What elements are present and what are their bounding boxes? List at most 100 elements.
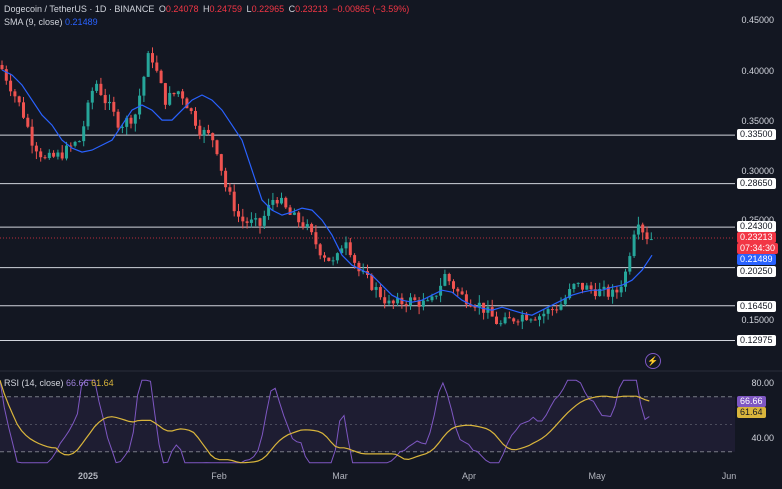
- candle-body: [163, 83, 167, 105]
- y-tick-label: 0.40000: [741, 66, 774, 76]
- candle-body: [512, 318, 516, 322]
- candle-body: [323, 255, 326, 258]
- candle-body: [542, 313, 546, 317]
- candle-body: [464, 294, 468, 305]
- open-label: O: [158, 4, 166, 14]
- candle-body: [194, 110, 197, 126]
- candle-body: [305, 224, 309, 228]
- candle-body: [559, 304, 563, 310]
- candle-body: [417, 300, 421, 307]
- candle-body: [533, 319, 537, 321]
- candle-body: [361, 271, 365, 273]
- candle-body: [516, 321, 520, 323]
- candle-body: [404, 304, 408, 306]
- candle-body: [507, 317, 511, 319]
- candle-body: [555, 309, 559, 311]
- candle-body: [254, 218, 258, 220]
- candle-body: [198, 125, 202, 136]
- candle-body: [550, 309, 554, 311]
- candle-body: [370, 274, 374, 290]
- candle-body: [589, 285, 593, 290]
- candle-body: [206, 129, 210, 134]
- candle-body: [344, 242, 348, 249]
- candle-body: [151, 53, 154, 63]
- candle-body: [43, 157, 47, 159]
- candle-body: [456, 288, 460, 292]
- candle-body: [624, 271, 627, 287]
- candle-body: [477, 302, 481, 308]
- candle-body: [181, 91, 185, 99]
- x-tick-label: 2025: [77, 471, 99, 481]
- candle-body: [13, 91, 17, 97]
- candle-body: [176, 91, 180, 95]
- candle-body: [146, 53, 150, 77]
- candle-body: [357, 262, 361, 272]
- candle-body: [452, 281, 455, 289]
- candle-body: [120, 126, 124, 128]
- candle-body: [125, 117, 129, 127]
- candle-body: [331, 260, 335, 262]
- candle-body: [340, 248, 344, 254]
- low-label: L: [246, 4, 252, 14]
- candle-body: [374, 287, 378, 290]
- candle-body: [378, 287, 382, 298]
- candle-body: [138, 95, 142, 115]
- candle-body: [598, 288, 602, 297]
- candle-body: [112, 101, 116, 112]
- candle-body: [503, 317, 507, 324]
- candle-body: [413, 297, 417, 301]
- candle-body: [348, 242, 352, 256]
- rsi-value-tag: 66.66: [737, 396, 766, 407]
- candle-body: [215, 140, 219, 155]
- candle-body: [26, 117, 30, 127]
- candle-body: [90, 90, 94, 103]
- candle-body: [56, 152, 60, 157]
- candle-body: [525, 314, 529, 321]
- y-tick-label: 0.30000: [741, 166, 774, 176]
- candle-body: [219, 154, 223, 171]
- candle-body: [52, 152, 56, 157]
- close-value: 0.23213: [295, 4, 328, 14]
- candle-body: [30, 126, 34, 146]
- candle-body: [77, 141, 81, 143]
- candle-body: [391, 300, 395, 304]
- candle-body: [619, 286, 623, 293]
- candle-body: [34, 145, 38, 152]
- candle-body: [159, 70, 163, 84]
- candle-body: [39, 151, 43, 158]
- candle-body: [645, 232, 649, 240]
- candle-body: [327, 257, 331, 261]
- candle-body: [4, 69, 8, 81]
- sma-legend: SMA (9, close) 0.21489: [4, 16, 98, 28]
- candle-body: [490, 307, 494, 317]
- candle-body: [202, 129, 206, 136]
- candle-body: [65, 145, 68, 159]
- candle-body: [615, 289, 619, 293]
- candle-body: [9, 80, 13, 92]
- change-value: −0.00865 (−3.59%): [332, 4, 410, 14]
- close-label: C: [288, 4, 296, 14]
- candle-body: [443, 273, 447, 286]
- candle-body: [421, 300, 425, 307]
- candle-body: [211, 133, 215, 141]
- candle-body: [434, 295, 438, 297]
- candle-body: [447, 273, 451, 282]
- rsi-value: 66.66: [66, 378, 89, 388]
- last-price-tag: 0.23213: [737, 232, 776, 243]
- candle-body: [460, 291, 464, 295]
- candle-body: [95, 83, 99, 91]
- y-tick-label: 0.35000: [741, 116, 774, 126]
- rsi-ma-value: 61.64: [91, 378, 114, 388]
- candle-body: [546, 309, 550, 314]
- candle-body: [185, 98, 189, 109]
- candle-body: [353, 255, 357, 263]
- candle-body: [168, 92, 172, 105]
- candle-body: [628, 256, 632, 272]
- candle-body: [82, 126, 86, 142]
- candle-body: [529, 319, 533, 321]
- flash-icon[interactable]: ⚡: [645, 353, 661, 369]
- candle-body: [224, 170, 228, 188]
- level-tag: 0.16450: [737, 301, 776, 312]
